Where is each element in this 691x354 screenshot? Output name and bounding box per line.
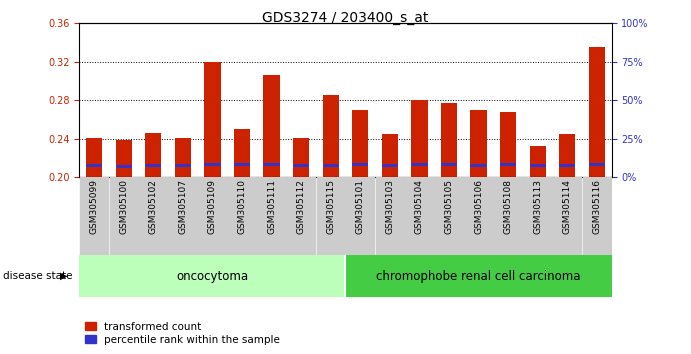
Bar [316,177,345,255]
Text: GSM305103: GSM305103 [386,179,395,234]
Bar [464,177,493,255]
Bar [441,162,457,166]
Bar [139,177,167,255]
Bar [405,177,433,255]
Bar [471,164,486,167]
Bar [589,47,605,177]
Bar [86,138,102,177]
Bar [115,165,132,169]
Text: chromophobe renal cell carcinoma: chromophobe renal cell carcinoma [377,270,580,282]
Bar [263,75,280,177]
Text: GSM305099: GSM305099 [90,179,99,234]
Text: GSM305101: GSM305101 [356,179,365,234]
Text: GSM305114: GSM305114 [562,179,571,234]
Bar [169,177,197,255]
Text: oncocytoma: oncocytoma [176,270,249,282]
Text: GSM305111: GSM305111 [267,179,276,234]
Bar [79,255,346,297]
Bar [500,162,516,166]
Bar [287,177,315,255]
Text: GSM305112: GSM305112 [296,179,305,234]
Bar [115,141,132,177]
Bar [471,110,486,177]
Bar [86,164,102,167]
Bar [441,103,457,177]
Text: GDS3274 / 203400_s_at: GDS3274 / 203400_s_at [263,11,428,25]
Bar [293,138,310,177]
Bar [205,162,220,166]
Bar [500,112,516,177]
Text: disease state: disease state [3,271,73,281]
Bar [524,177,552,255]
Text: GSM305115: GSM305115 [326,179,335,234]
Bar [559,134,576,177]
Text: GSM305100: GSM305100 [120,179,129,234]
Bar [494,177,522,255]
Text: GSM305106: GSM305106 [474,179,483,234]
Bar [352,162,368,166]
Bar [263,162,280,166]
Bar [323,164,339,167]
Text: GSM305105: GSM305105 [444,179,453,234]
Text: GSM305102: GSM305102 [149,179,158,234]
Bar [145,133,162,177]
Bar [352,110,368,177]
Bar [110,177,138,255]
Bar [293,165,310,167]
Bar [198,177,227,255]
Bar [589,162,605,166]
Bar [559,165,576,167]
Bar [346,177,375,255]
Text: GSM305104: GSM305104 [415,179,424,234]
Text: ▶: ▶ [60,271,67,281]
Text: GSM305116: GSM305116 [592,179,601,234]
Text: GSM305113: GSM305113 [533,179,542,234]
Bar [529,146,546,177]
Bar [205,62,220,177]
Bar [323,95,339,177]
Text: GSM305108: GSM305108 [504,179,513,234]
Bar [258,177,286,255]
Text: GSM305107: GSM305107 [178,179,187,234]
Bar [175,164,191,167]
Bar [80,177,108,255]
Bar [346,255,612,297]
Text: GSM305110: GSM305110 [238,179,247,234]
Bar [411,100,428,177]
Bar [175,138,191,177]
Bar [376,177,404,255]
Bar [145,164,162,167]
Bar [228,177,256,255]
Bar [411,162,428,166]
Bar [553,177,581,255]
Bar [234,129,250,177]
Bar [583,177,611,255]
Bar [381,164,398,167]
Text: GSM305109: GSM305109 [208,179,217,234]
Bar [381,134,398,177]
Bar [234,162,250,166]
Legend: transformed count, percentile rank within the sample: transformed count, percentile rank withi… [82,317,284,349]
Bar [435,177,463,255]
Bar [529,164,546,167]
